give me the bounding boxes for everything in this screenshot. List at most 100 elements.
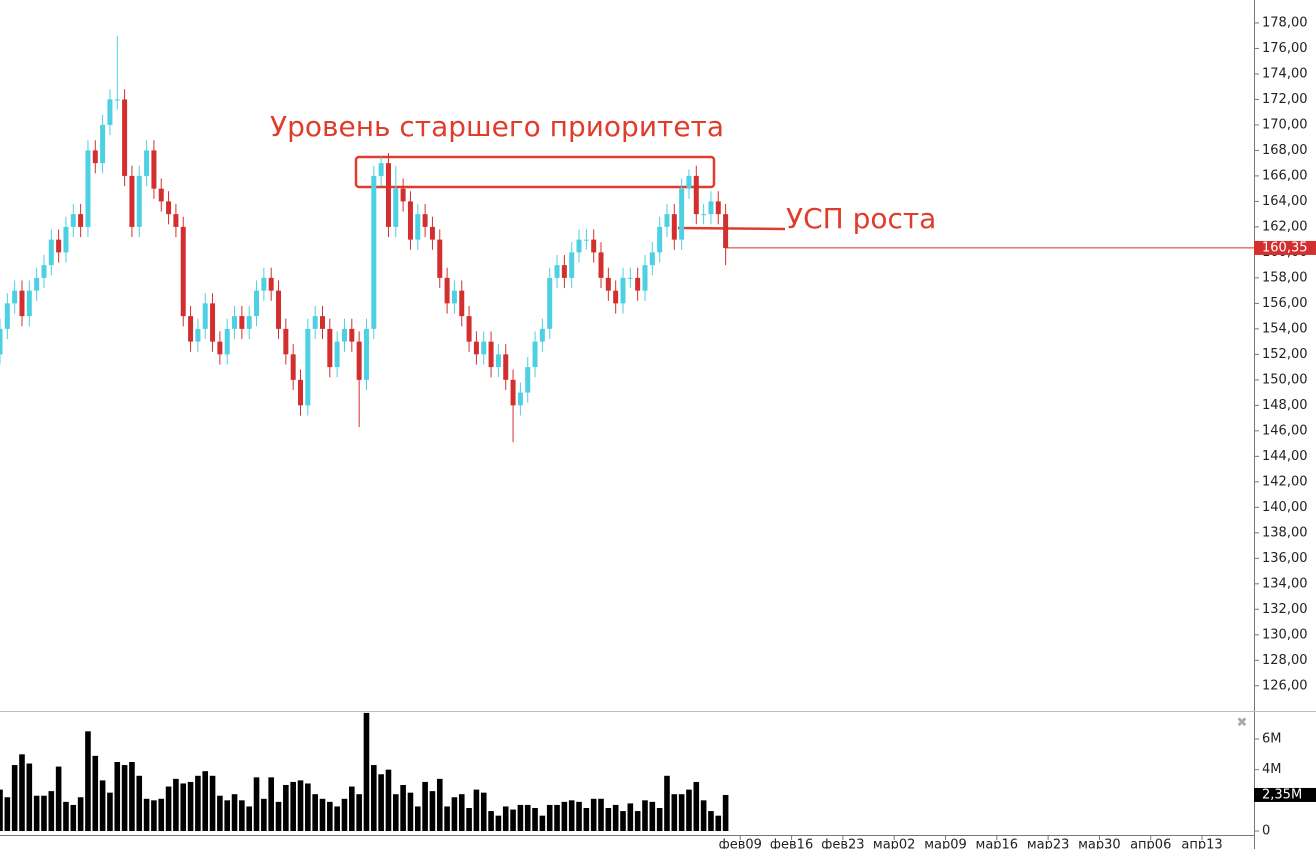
volume-bar — [385, 769, 392, 831]
volume-bar — [224, 800, 231, 831]
candle-body — [539, 328, 545, 342]
y-tick-label: 128,00 — [1262, 653, 1308, 668]
volume-bar — [55, 766, 62, 831]
volume-bar — [620, 811, 626, 831]
candle-body — [649, 252, 655, 266]
candle-body — [569, 252, 575, 278]
x-tick-label: фев16 — [770, 838, 813, 850]
volume-bar — [598, 798, 604, 831]
candle-body — [210, 303, 216, 342]
y-tick-label: 170,00 — [1262, 117, 1308, 132]
annotation: Уровень старшего приоритета — [270, 110, 724, 143]
volume-bar — [209, 775, 216, 831]
volume-bar — [85, 731, 91, 831]
candle-body — [605, 277, 611, 291]
volume-bar — [466, 807, 472, 831]
volume-bar — [173, 778, 179, 831]
volume-bar — [436, 778, 443, 831]
volume-bar — [283, 784, 289, 831]
y-tick-label: 140,00 — [1262, 500, 1308, 515]
close-pane-button[interactable]: ✖ — [1237, 716, 1248, 731]
volume-bar — [334, 806, 340, 831]
y-tick-label: 132,00 — [1262, 602, 1308, 617]
volume-bar — [231, 794, 238, 831]
candle-body — [679, 188, 685, 240]
candle-body — [144, 150, 150, 176]
volume-bar — [41, 795, 47, 831]
volume-bar — [165, 786, 172, 831]
candle-body — [341, 328, 347, 342]
y-tick-label: 176,00 — [1262, 41, 1308, 56]
volume-bar — [143, 798, 150, 831]
volume-tick-label: 0 — [1262, 824, 1270, 839]
volume-bar — [371, 765, 377, 831]
volume-bar — [99, 780, 106, 831]
candle-body — [4, 303, 10, 329]
annotation: УСП роста — [786, 202, 936, 235]
y-tick-label: 142,00 — [1262, 474, 1308, 489]
y-tick-label: 156,00 — [1262, 296, 1308, 311]
volume-bar — [253, 777, 260, 831]
volume-bar — [473, 789, 480, 831]
volume-bar — [187, 781, 194, 831]
candle-body — [92, 150, 98, 164]
volume-bar — [400, 784, 406, 831]
volume-bar — [290, 781, 296, 831]
y-tick-label: 144,00 — [1262, 449, 1308, 464]
candle-body — [613, 290, 619, 304]
volume-bar — [327, 801, 333, 831]
volume-bar — [634, 811, 641, 831]
y-tick-label: 162,00 — [1262, 219, 1308, 234]
candle-body — [261, 277, 267, 291]
candle-body — [327, 328, 333, 368]
candle-body — [268, 277, 274, 291]
volume-bar — [158, 798, 165, 831]
candle-body — [312, 316, 318, 329]
y-tick-label: 136,00 — [1262, 551, 1308, 566]
volume-bar — [349, 786, 355, 831]
volume-bar — [722, 794, 729, 831]
x-tick-label: мар09 — [924, 838, 967, 850]
volume-bar — [693, 781, 700, 831]
candle-body — [356, 341, 362, 380]
candle-body — [85, 150, 91, 227]
candle-body — [70, 214, 76, 227]
candle-body — [488, 341, 494, 368]
y-tick-label: 164,00 — [1262, 194, 1308, 209]
candle-body — [319, 316, 325, 329]
volume-bar — [708, 811, 714, 831]
volume-bar — [510, 809, 516, 831]
x-tick-label: мар30 — [1078, 838, 1121, 850]
volume-bar — [356, 794, 362, 831]
y-tick-label: 178,00 — [1262, 15, 1308, 30]
candle-body — [473, 341, 479, 355]
candle-body — [466, 316, 472, 342]
volume-bar — [195, 775, 201, 831]
volume-bar — [539, 815, 546, 831]
candle-body — [561, 265, 567, 278]
candle-body — [122, 99, 128, 176]
candle-body — [283, 328, 289, 355]
y-tick-label: 154,00 — [1262, 321, 1308, 336]
y-tick-label: 138,00 — [1262, 525, 1308, 540]
y-tick-label: 150,00 — [1262, 372, 1308, 387]
candle-body — [708, 201, 714, 215]
candle-body — [363, 328, 369, 380]
volume-bar — [202, 771, 209, 831]
volume-bar — [378, 774, 384, 831]
candle-body — [444, 277, 450, 304]
candle-body — [437, 239, 443, 278]
volume-bar — [363, 712, 370, 831]
volume-bar — [568, 800, 575, 831]
candle-body — [422, 214, 428, 227]
candle-body — [459, 290, 465, 317]
volume-bar — [451, 797, 458, 831]
candle-body — [349, 328, 355, 342]
candle-body — [246, 316, 252, 329]
volume-bar — [297, 780, 304, 831]
volume-bar — [129, 761, 135, 831]
last-volume-badge — [1254, 787, 1316, 802]
usp-line — [677, 226, 786, 231]
candle-body — [393, 188, 399, 227]
